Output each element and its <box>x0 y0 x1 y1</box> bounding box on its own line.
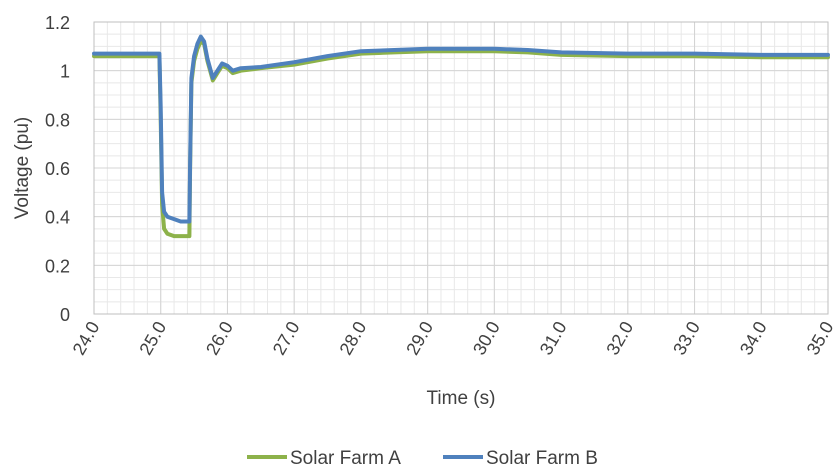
y-tick-label: 1.2 <box>45 13 70 33</box>
x-tick-label: 25.0 <box>135 318 170 358</box>
legend-label-solar-farm-a: Solar Farm A <box>290 448 401 469</box>
y-axis-label: Voltage (pu) <box>12 117 33 219</box>
y-tick-label: 1 <box>60 62 70 82</box>
x-tick-label: 32.0 <box>602 318 637 358</box>
y-tick-label: 0.4 <box>45 208 70 228</box>
y-tick-label: 0.6 <box>45 159 70 179</box>
major-gridlines <box>93 21 829 315</box>
series-lines <box>92 34 830 239</box>
x-tick-label: 24.0 <box>69 318 104 358</box>
x-tick-label: 30.0 <box>469 318 504 358</box>
x-tick-label: 27.0 <box>269 318 304 358</box>
x-axis-tick-labels: 24.0 25.0 26.0 27.0 28.0 29.0 30.0 31.0 32.0 33.0… <box>69 318 835 358</box>
x-tick-label: 28.0 <box>336 318 371 358</box>
plot-area <box>93 21 829 315</box>
x-tick-label: 33.0 <box>669 318 704 358</box>
x-tick-label: 35.0 <box>803 318 835 358</box>
legend: Solar Farm A Solar Farm B <box>247 448 598 469</box>
plot-border <box>93 21 829 315</box>
legend-label-solar-farm-b: Solar Farm B <box>486 448 598 469</box>
x-axis-label: Time (s) <box>427 388 496 409</box>
y-axis-tick-labels: 0 0.2 0.4 0.6 0.8 1 1.2 <box>45 13 70 325</box>
y-tick-label: 0 <box>60 305 70 325</box>
y-tick-label: 0.2 <box>45 256 70 276</box>
y-tick-label: 0.8 <box>45 110 70 130</box>
x-tick-label: 34.0 <box>736 318 771 358</box>
x-tick-label: 29.0 <box>402 318 437 358</box>
series-line-solar-farm-b <box>92 34 830 224</box>
x-tick-label: 26.0 <box>202 318 237 358</box>
x-tick-label: 31.0 <box>536 318 571 358</box>
